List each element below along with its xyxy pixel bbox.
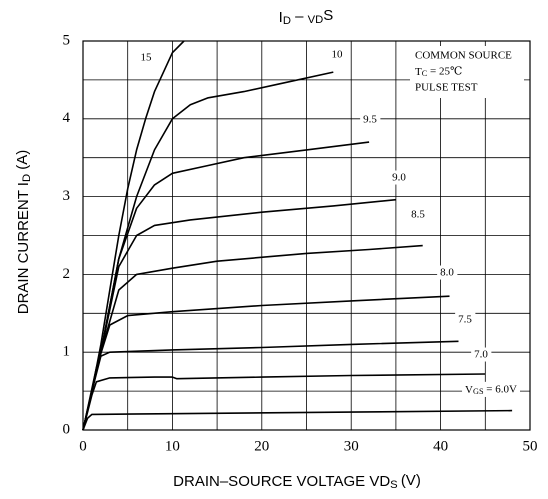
curve (82, 409, 513, 431)
y-tick-label: 4 (63, 110, 71, 126)
series-label-bg (471, 347, 492, 362)
series-label: 10 (332, 49, 344, 61)
curve (82, 373, 486, 431)
series-label: 7.5 (458, 314, 472, 326)
series-label-bg (389, 170, 410, 185)
series-label-bg (408, 207, 429, 222)
series-label: 9.0 (392, 172, 406, 184)
y-tick-label: 5 (63, 32, 71, 48)
series-label: 8.0 (440, 267, 454, 279)
y-axis-label: DRAIN CURRENT ID (A) (14, 150, 33, 315)
annotation: COMMON SOURCE (415, 50, 512, 62)
curve (82, 244, 423, 431)
series-label-bg (455, 312, 476, 327)
x-tick-label: 40 (433, 438, 448, 454)
curve (82, 198, 396, 431)
chart-title: ID – VDS (279, 7, 334, 27)
annotation: PULSE TEST (415, 82, 478, 94)
y-tick-label: 1 (63, 344, 71, 360)
series-label-bg (437, 265, 458, 280)
series-label: 7.0 (474, 349, 488, 361)
y-tick-label: 0 (63, 421, 71, 437)
y-tick-label: 2 (63, 266, 71, 282)
series-label: VGS = 6.0V (465, 383, 517, 396)
plot-frame (82, 40, 531, 431)
series-label-bg (462, 381, 521, 397)
x-tick-label: 10 (165, 438, 180, 454)
curve (82, 40, 185, 431)
annotation: TC = 25℃ (415, 65, 462, 78)
x-tick-label: 30 (344, 438, 359, 454)
series-label-bg (328, 47, 346, 62)
series-label: 15 (141, 52, 153, 64)
series-label-bg (137, 50, 155, 65)
series-label-bg (360, 112, 381, 127)
x-tick-label: 0 (79, 438, 87, 454)
x-tick-label: 50 (523, 438, 538, 454)
x-tick-label: 20 (254, 438, 269, 454)
annotation-bg (410, 46, 524, 98)
curve (82, 340, 459, 431)
x-axis-label: DRAIN–SOURCE VOLTAGE VDS (V) (173, 472, 421, 491)
curve (82, 295, 450, 431)
series-label: 9.5 (363, 114, 377, 126)
series-label: 8.5 (411, 209, 425, 221)
y-tick-label: 3 (63, 188, 71, 204)
